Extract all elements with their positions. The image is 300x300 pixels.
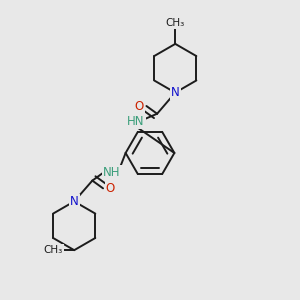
Text: CH₃: CH₃ [166, 18, 185, 28]
Text: NH: NH [103, 167, 121, 179]
Text: HN: HN [127, 115, 145, 128]
Text: N: N [70, 195, 79, 208]
Text: O: O [106, 182, 115, 195]
Text: O: O [134, 100, 144, 112]
Text: CH₃: CH₃ [44, 245, 63, 255]
Text: N: N [171, 86, 180, 99]
